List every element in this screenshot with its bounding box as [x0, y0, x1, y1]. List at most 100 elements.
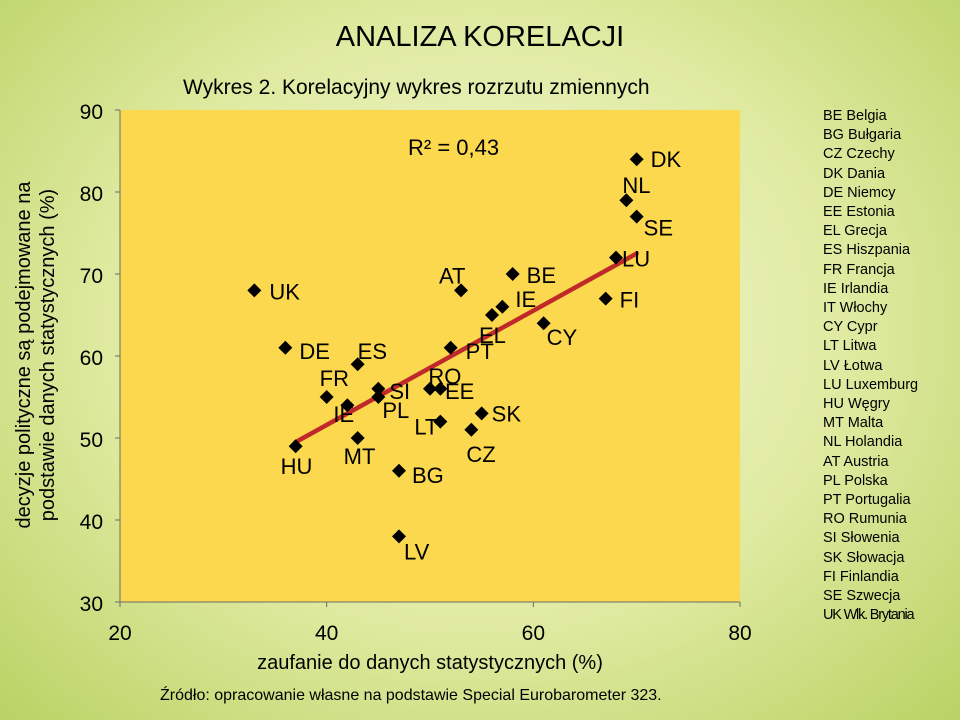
- data-point-lu: [609, 250, 623, 265]
- point-label-fr: FR: [320, 366, 349, 391]
- point-label-si: SI: [389, 379, 410, 404]
- x-tick-label: 80: [728, 622, 751, 645]
- point-label-dk: DK: [651, 147, 682, 172]
- legend-entry: RO Rumunia: [823, 511, 907, 528]
- legend-entry: SI Słowenia: [823, 530, 900, 547]
- data-point-pl: [371, 390, 386, 404]
- legend-entry: CY Cypr: [823, 319, 878, 336]
- point-label-hu: HU: [281, 454, 313, 479]
- point-label-bg: BG: [412, 463, 444, 488]
- legend-entry: LV Łotwa: [823, 357, 883, 374]
- legend: BE Belgia BG Bułgaria CZ Czechy DK Dania DE …: [823, 107, 918, 625]
- data-point-el: [485, 308, 499, 322]
- data-point-si: [371, 381, 386, 396]
- legend-entry: MT Malta: [823, 415, 884, 432]
- legend-entry: BE Belgia: [823, 108, 887, 124]
- y-tick-label: 70: [80, 265, 103, 288]
- data-point-nl: [619, 193, 634, 208]
- data-point-lt: [433, 414, 448, 429]
- data-point-uk: [247, 283, 262, 298]
- y-tick-label: 40: [80, 511, 103, 534]
- point-label-cy: CY: [547, 325, 578, 350]
- legend-entry: IT Włochy: [823, 300, 888, 317]
- y-tick-label: 50: [80, 429, 103, 452]
- data-point-cy: [536, 316, 551, 331]
- point-label-lu: LU: [622, 247, 650, 272]
- legend-entry: UK Wlk. Brytania: [823, 607, 915, 624]
- data-point-ro: [433, 381, 448, 396]
- y-tick-label: 60: [80, 347, 103, 370]
- data-point-ie: [340, 398, 355, 413]
- data-point-be: [505, 267, 520, 281]
- data-point-dk: [629, 152, 644, 167]
- x-tick-label: 20: [108, 622, 131, 645]
- r-squared-label: R² = 0,43: [408, 135, 499, 160]
- point-label-ro: RO: [428, 364, 461, 389]
- point-label-uk: UK: [269, 279, 300, 304]
- point-label-es: ES: [358, 339, 387, 364]
- point-label-ee: EE: [445, 379, 474, 404]
- legend-entry: IE Irlandia: [823, 280, 889, 297]
- data-point-cz: [464, 422, 479, 437]
- data-point-fi: [598, 291, 613, 306]
- source-note: Źródło: opracowanie własne na podstawie …: [160, 687, 662, 704]
- data-point-ee: [423, 381, 437, 396]
- legend-entry: DE Niemcy: [823, 184, 896, 201]
- data-point-de: [278, 340, 293, 355]
- point-label-lt: LT: [414, 415, 438, 440]
- point-label-fi: FI: [620, 288, 640, 313]
- data-point-fr: [319, 390, 334, 404]
- data-point-mt: [350, 431, 365, 445]
- legend-entry: AT Austria: [823, 453, 889, 470]
- point-label-ie: IE: [515, 287, 536, 312]
- trend-line: [293, 251, 639, 445]
- legend-entry: SE Szwecja: [823, 588, 901, 605]
- legend-entry: HU Węgry: [823, 396, 890, 413]
- point-label-mt: MT: [344, 444, 376, 469]
- data-point-se: [629, 209, 644, 224]
- legend-entry: FR Francja: [823, 261, 895, 278]
- point-label-el: EL: [479, 323, 506, 348]
- y-tick-label: 90: [80, 101, 103, 124]
- legend-entry: FI Finlandia: [823, 568, 899, 585]
- data-point-sk: [474, 406, 489, 421]
- y-tick-label: 80: [80, 183, 103, 206]
- legend-entry: LU Luxemburg: [823, 376, 919, 393]
- legend-entry: PL Polska: [823, 472, 888, 489]
- data-point-lv: [392, 529, 406, 544]
- data-point-ie: [495, 299, 510, 314]
- data-point-es: [350, 357, 365, 372]
- legend-entry: NL Holandia: [823, 434, 903, 451]
- point-label-de: DE: [299, 339, 330, 364]
- point-label-at: AT: [439, 263, 465, 288]
- point-label-sk: SK: [492, 401, 522, 426]
- legend-entry: LT Litwa: [823, 338, 877, 355]
- data-point-at: [454, 283, 468, 298]
- data-point-bg: [392, 463, 406, 478]
- y-tick-label: 30: [80, 593, 103, 616]
- x-tick-label: 40: [315, 622, 338, 645]
- data-point-pt: [443, 340, 458, 355]
- point-label-nl: NL: [622, 173, 650, 198]
- point-label-pl: PL: [382, 398, 409, 423]
- legend-entry: SK Słowacja: [823, 549, 905, 566]
- point-label-pt: PT: [466, 339, 494, 364]
- legend-entry: ES Hiszpania: [823, 242, 911, 259]
- x-axis-label: zaufanie do danych statystycznych (%): [257, 652, 603, 674]
- chart-title: Wykres 2. Korelacyjny wykres rozrzutu zm…: [183, 76, 650, 99]
- plot-area: [120, 110, 740, 602]
- legend-entry: PT Portugalia: [823, 492, 911, 509]
- point-label-lv: LV: [404, 539, 430, 564]
- legend-entry: DK Dania: [823, 165, 886, 182]
- legend-entry: EE Estonia: [823, 204, 895, 221]
- point-label-cz: CZ: [466, 442, 495, 467]
- x-tick-label: 60: [522, 622, 545, 645]
- point-label-ie: IE: [333, 402, 354, 427]
- point-label-se: SE: [644, 216, 673, 241]
- legend-entry: EL Grecja: [823, 223, 887, 240]
- point-label-be: BE: [527, 263, 556, 288]
- page-title: ANALIZA KORELACJI: [335, 21, 625, 53]
- data-point-hu: [288, 439, 303, 454]
- legend-entry: CZ Czechy: [823, 146, 895, 163]
